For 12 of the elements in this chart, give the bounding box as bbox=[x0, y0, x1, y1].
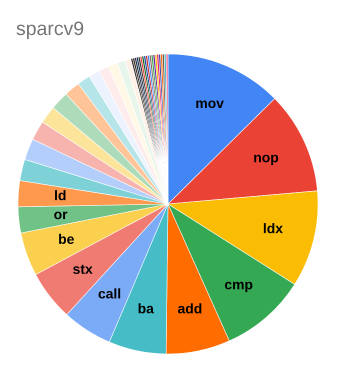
slice-label: mov bbox=[196, 100, 224, 108]
slice-label: nop bbox=[254, 154, 278, 166]
slice-label: ldx bbox=[264, 223, 283, 234]
slice-label: stx bbox=[73, 264, 93, 274]
slice-label: cmp bbox=[224, 282, 252, 292]
chart-title: sparcv9 bbox=[16, 21, 84, 40]
slice-label: add bbox=[178, 303, 202, 314]
slice-label: ba bbox=[138, 303, 154, 314]
slice-label: or bbox=[54, 212, 68, 220]
slice-label: call bbox=[98, 288, 120, 299]
slice-label: be bbox=[59, 234, 74, 244]
slice-label: ld bbox=[55, 190, 66, 200]
